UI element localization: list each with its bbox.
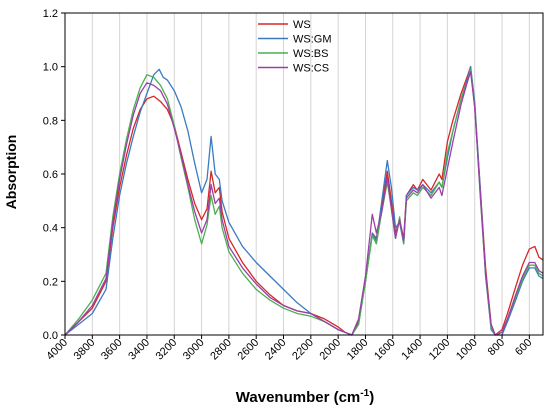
series-lines (64, 66, 544, 336)
legend-label: WS (293, 19, 311, 31)
y-axis-ticks: 0.0 0.2 0.4 0.6 0.8 1.0 1.2 (43, 8, 65, 342)
x-axis-title-superscript: -1 (360, 388, 369, 399)
y-tick-label: 1.2 (43, 8, 58, 20)
y-tick-label: 0.4 (43, 223, 58, 235)
x-axis-title-end: ) (369, 389, 374, 406)
legend-label: WS:GM (293, 34, 332, 46)
series-line-ws-cs (64, 71, 544, 336)
x-axis-title: Wavenumber (cm-1) (236, 388, 374, 406)
y-tick-label: 0.2 (43, 276, 58, 288)
legend: WS WS:GM WS:BS WS:CS (258, 19, 332, 75)
x-axis-title-main: Wavenumber (cm (236, 389, 360, 406)
y-tick-label: 0.8 (43, 115, 58, 127)
y-axis-title: Absorption (3, 135, 19, 210)
legend-label: WS:BS (293, 48, 328, 60)
legend-label: WS:CS (293, 63, 329, 75)
y-tick-label: 0.0 (43, 330, 58, 342)
y-tick-label: 0.6 (43, 169, 58, 181)
y-tick-label: 1.0 (43, 62, 58, 74)
